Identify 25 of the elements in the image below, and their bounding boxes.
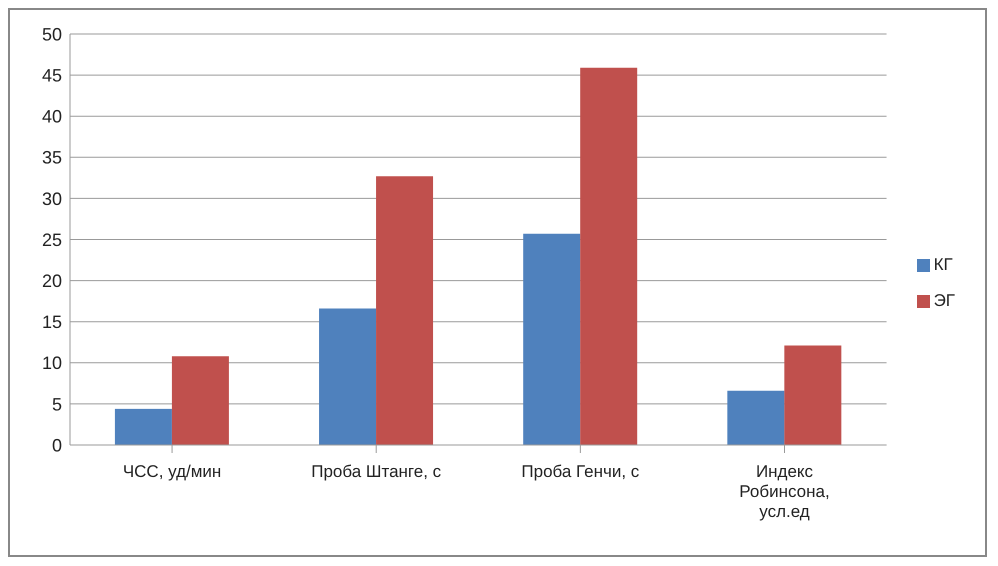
legend-label: КГ [934, 254, 953, 274]
x-tick-label: Проба Генчи, с [521, 462, 640, 481]
y-tick-label: 15 [42, 312, 62, 332]
bar [114, 408, 172, 445]
x-tick-label: Индекс Робинсона, усл.ед [739, 462, 830, 521]
bar [319, 308, 376, 445]
bar [784, 346, 842, 445]
bar [172, 356, 229, 445]
y-tick-label: 5 [52, 394, 62, 414]
bar [523, 234, 580, 445]
y-tick-label: 40 [42, 106, 62, 127]
bar [727, 390, 784, 445]
y-tick-label: 20 [42, 270, 62, 291]
y-tick-label: 35 [42, 148, 62, 168]
y-tick-label: 10 [42, 353, 62, 374]
x-tick-label: Проба Штанге, с [311, 462, 442, 481]
y-tick-label: 30 [42, 188, 62, 209]
x-tick-label: ЧСС, уд/мин [122, 462, 222, 481]
bar [376, 176, 434, 445]
y-tick-label: 45 [42, 65, 62, 86]
y-tick-label: 25 [42, 230, 62, 250]
y-tick-label: 0 [52, 435, 62, 456]
y-tick-label: 50 [42, 24, 62, 44]
legend-label: ЭГ [934, 290, 955, 310]
bar [580, 68, 638, 445]
